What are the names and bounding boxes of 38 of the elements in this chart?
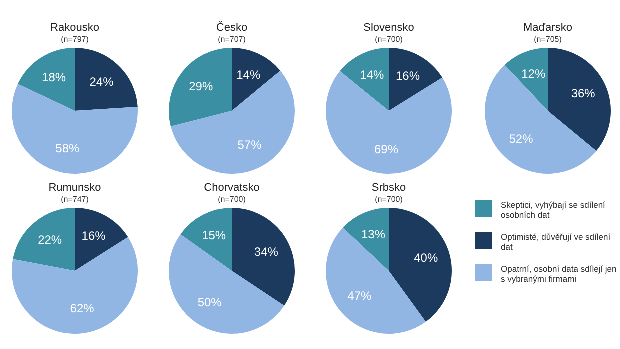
chart-title: Česko [215, 22, 249, 35]
chart-title: Rakousko [50, 22, 100, 35]
data-label: 15% [202, 228, 226, 243]
legend-label: Skeptici, vyhýbají se sdílení osobních dat [501, 200, 606, 220]
data-label: 22% [38, 233, 62, 248]
chart-title: Rumunsko [48, 182, 102, 195]
data-label: 58% [56, 142, 80, 156]
data-label: 52% [509, 132, 534, 146]
legend-label: Optimisté, důvěřují ve sdílení dat [501, 232, 612, 252]
chart-subtitle: (n=705) [533, 35, 563, 45]
data-label: 34% [254, 244, 279, 259]
chart-title: Srbsko [370, 182, 408, 195]
data-label: 50% [198, 295, 222, 310]
data-label: 16% [82, 229, 106, 244]
chart-title: Maďarsko [522, 22, 574, 35]
data-label: 18% [42, 70, 66, 84]
data-label: 14% [236, 68, 261, 82]
data-label: 12% [522, 66, 546, 81]
data-label: 69% [374, 142, 399, 156]
data-label: 14% [360, 68, 385, 82]
chart-subtitle: (n=797) [60, 35, 90, 45]
data-label: 47% [348, 289, 372, 304]
chart-subtitle: (n=747) [60, 195, 90, 205]
data-label: 13% [361, 227, 386, 242]
data-label: 40% [414, 251, 438, 266]
chart-subtitle: (n=707) [217, 35, 247, 45]
chart-subtitle: (n=700) [374, 35, 404, 45]
legend-label: Opatrní, osobní data sdílejí jen s vybranými firmami [501, 264, 617, 284]
data-label: 62% [70, 302, 95, 316]
data-label: 36% [571, 86, 596, 101]
data-label: 57% [238, 138, 262, 152]
chart-title: Chorvatsko [203, 182, 261, 195]
chart-subtitle: (n=700) [217, 195, 247, 205]
data-label: 29% [189, 79, 214, 94]
chart-subtitle: (n=700) [374, 195, 404, 205]
data-label: 24% [90, 74, 114, 89]
data-label: 16% [396, 69, 420, 84]
chart-title: Slovensko [362, 22, 416, 35]
